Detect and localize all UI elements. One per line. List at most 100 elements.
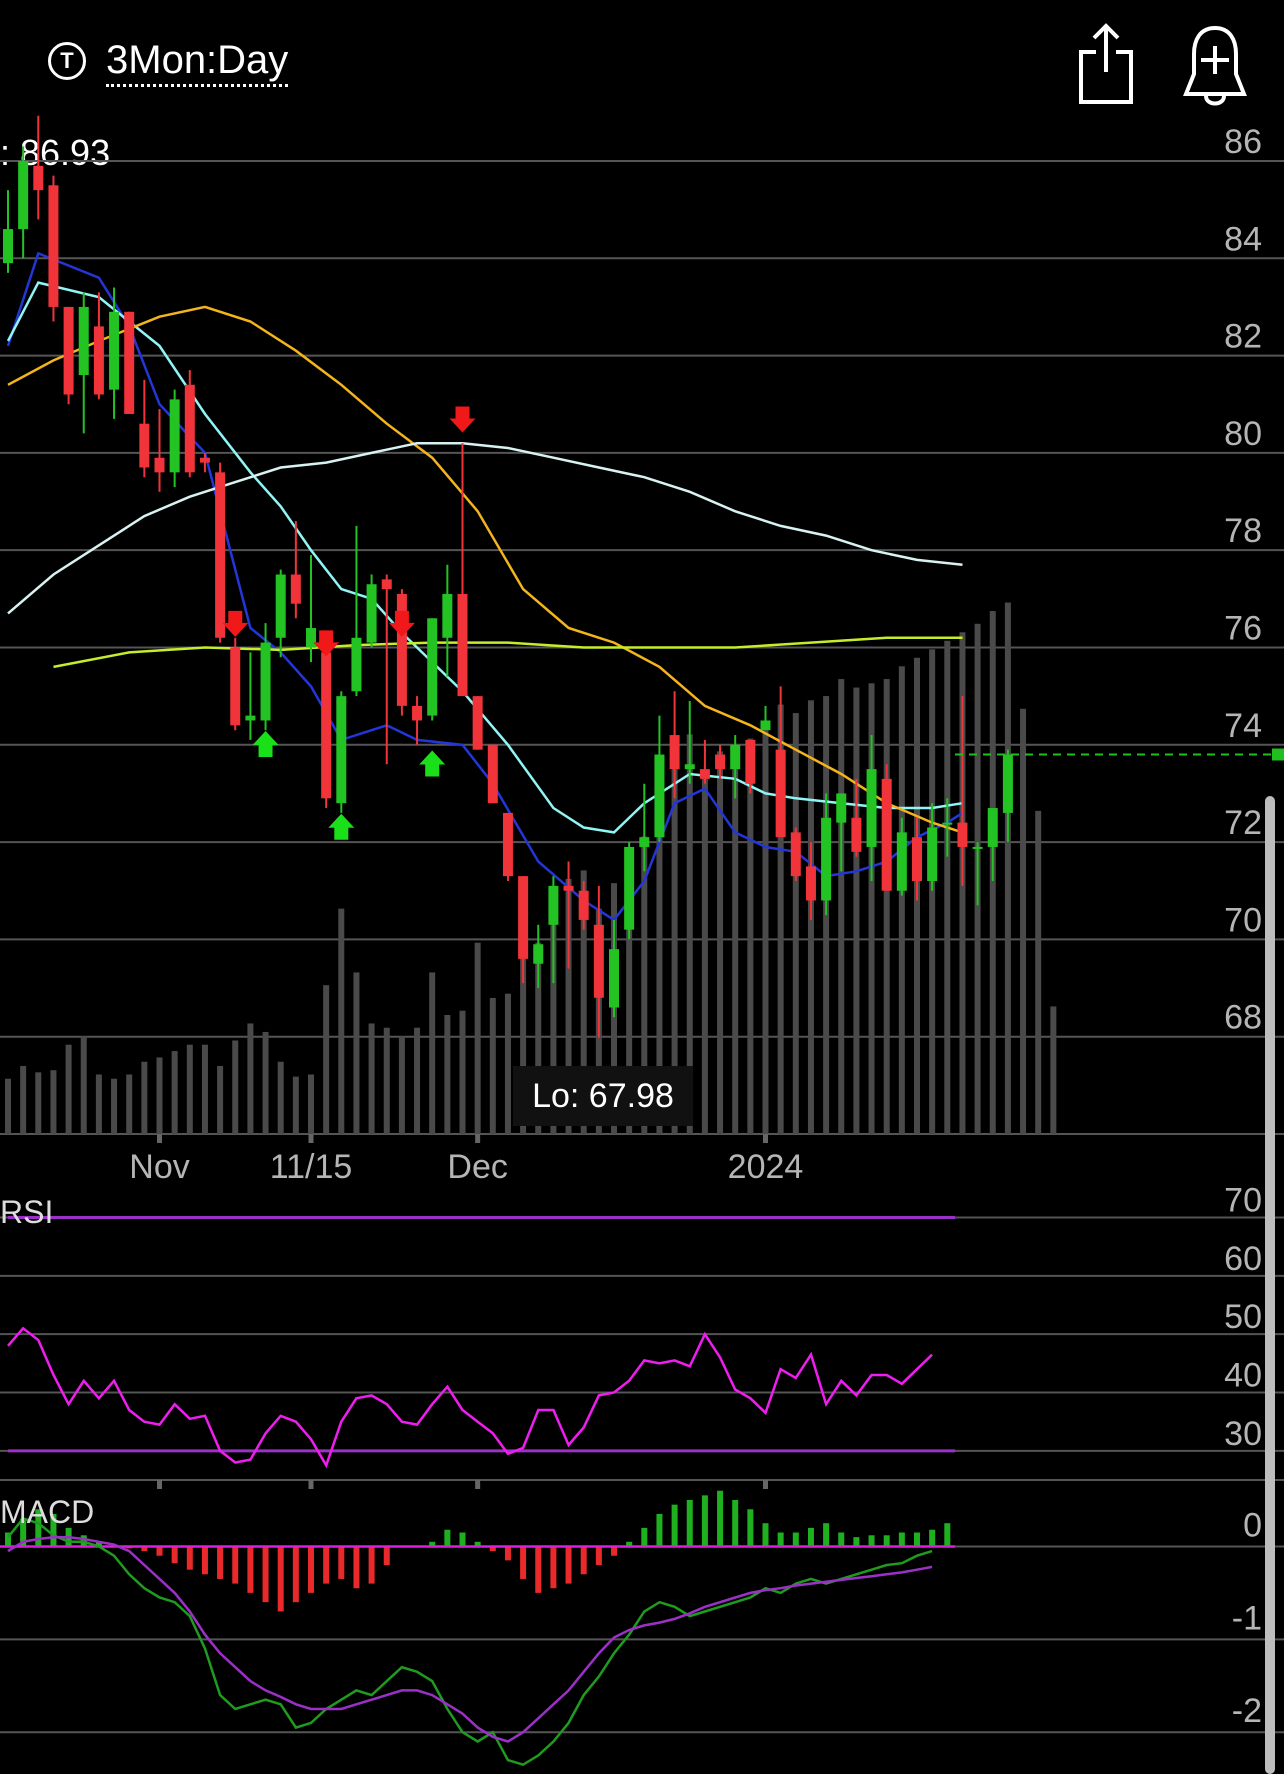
price-tick-label: 68: [1224, 999, 1262, 1037]
macd-tick-label: 0: [1243, 1506, 1262, 1544]
candle-body: [396, 593, 407, 706]
volume-bar: [308, 1074, 314, 1134]
candle-body: [563, 885, 574, 891]
candle-body: [760, 720, 771, 731]
macd-histogram-bar: [323, 1546, 330, 1584]
candle-body: [472, 696, 483, 750]
macd-histogram-bar: [777, 1532, 784, 1547]
volume-bar: [853, 687, 860, 1134]
volume-bar: [232, 1040, 239, 1134]
macd-histogram-bar: [641, 1527, 648, 1547]
top-bar: T 3Mon:Day: [0, 0, 1284, 125]
macd-histogram-bar: [459, 1532, 466, 1547]
volume-bar: [898, 666, 905, 1134]
macd-histogram-bar: [353, 1546, 360, 1589]
buy-arrow-icon: [419, 750, 446, 777]
macd-histogram-bar: [565, 1546, 572, 1584]
volume-bar: [550, 917, 557, 1134]
macd-histogram-bar: [807, 1527, 814, 1547]
candle-body: [306, 628, 316, 648]
volume-bar: [292, 1076, 299, 1134]
volume-bar: [383, 1027, 390, 1134]
candle-body: [639, 837, 650, 847]
scrollbar-thumb[interactable]: [1265, 796, 1275, 1774]
macd-histogram-bar: [277, 1546, 284, 1612]
x-tick-label: 2024: [728, 1148, 804, 1186]
rsi-tick-label: 50: [1224, 1298, 1262, 1336]
candle-body: [745, 739, 756, 784]
macd-histogram-bar: [186, 1546, 193, 1570]
candle-body: [715, 754, 726, 770]
volume-bar: [429, 972, 436, 1134]
buy-arrow-icon: [328, 813, 355, 840]
volume-bar: [156, 1057, 163, 1134]
macd-histogram-bar: [656, 1513, 663, 1547]
sell-arrow-icon: [449, 406, 476, 433]
candle-body: [336, 696, 347, 804]
volume-bar: [565, 878, 572, 1134]
timeframe-selector[interactable]: 3Mon:Day: [106, 36, 289, 87]
volume-bar: [626, 878, 633, 1134]
candle-body: [730, 744, 741, 770]
volume-bar: [929, 649, 936, 1134]
volume-bar: [641, 836, 648, 1134]
volume-bar: [792, 713, 799, 1134]
macd-histogram-bar: [535, 1546, 542, 1593]
moving-average-line: [7, 305, 963, 834]
candle-body: [624, 846, 635, 930]
candle-body: [821, 817, 832, 901]
candle-body: [609, 949, 619, 1008]
candle-body: [351, 637, 362, 692]
candle-body: [896, 832, 907, 891]
macd-histogram-bar: [292, 1546, 299, 1603]
macd-histogram-bar: [217, 1546, 224, 1579]
price-tick-label: 86: [1224, 123, 1262, 161]
candle-body: [927, 827, 938, 882]
macd-histogram-bar: [717, 1490, 724, 1547]
price-tick-label: 76: [1224, 609, 1262, 647]
sell-arrow-icon: [313, 630, 340, 657]
candle-body: [63, 306, 74, 395]
x-tick-label: Dec: [447, 1148, 507, 1186]
macd-histogram-bar: [262, 1546, 269, 1603]
share-icon[interactable]: [1076, 22, 1136, 106]
candle-body: [215, 472, 226, 638]
macd-histogram-bar: [308, 1546, 314, 1593]
candle-body: [260, 642, 271, 721]
macd-histogram-bar: [171, 1546, 178, 1564]
volume-bar: [444, 1014, 451, 1134]
macd-histogram-bar: [853, 1537, 860, 1547]
sell-arrow-icon: [222, 610, 249, 637]
volume-bar: [671, 742, 678, 1134]
volume-bar: [201, 1044, 208, 1134]
add-alert-bell-icon[interactable]: [1180, 22, 1250, 106]
candle-body: [199, 457, 210, 463]
price-tick-label: 80: [1224, 415, 1262, 453]
buy-arrow-icon: [252, 731, 279, 758]
rsi-tick-label: 70: [1224, 1182, 1262, 1220]
candle-body: [487, 744, 498, 804]
volume-bar: [459, 1010, 466, 1134]
volume-bar: [126, 1074, 133, 1134]
volume-bar: [50, 1070, 57, 1134]
volume-bar: [883, 679, 890, 1134]
candle-body: [3, 229, 13, 264]
macd-histogram-bar: [520, 1546, 527, 1579]
candle-body: [457, 593, 468, 697]
macd-histogram-bar: [929, 1529, 936, 1547]
rsi-title: RSI: [0, 1194, 54, 1230]
candle-body: [699, 769, 710, 779]
candle-body: [518, 876, 529, 959]
macd-histogram-bar: [686, 1500, 693, 1547]
timeframe-icon: T: [48, 42, 86, 80]
volume-bar: [1050, 1006, 1057, 1134]
volume-bar: [95, 1074, 102, 1134]
candle-body: [593, 924, 604, 998]
candle-body: [1002, 754, 1013, 813]
volume-bar: [520, 878, 527, 1134]
macd-histogram-bar: [95, 1541, 102, 1547]
macd-histogram-bar: [868, 1535, 875, 1547]
volume-bar: [323, 985, 330, 1134]
volume-bar: [1020, 708, 1027, 1134]
